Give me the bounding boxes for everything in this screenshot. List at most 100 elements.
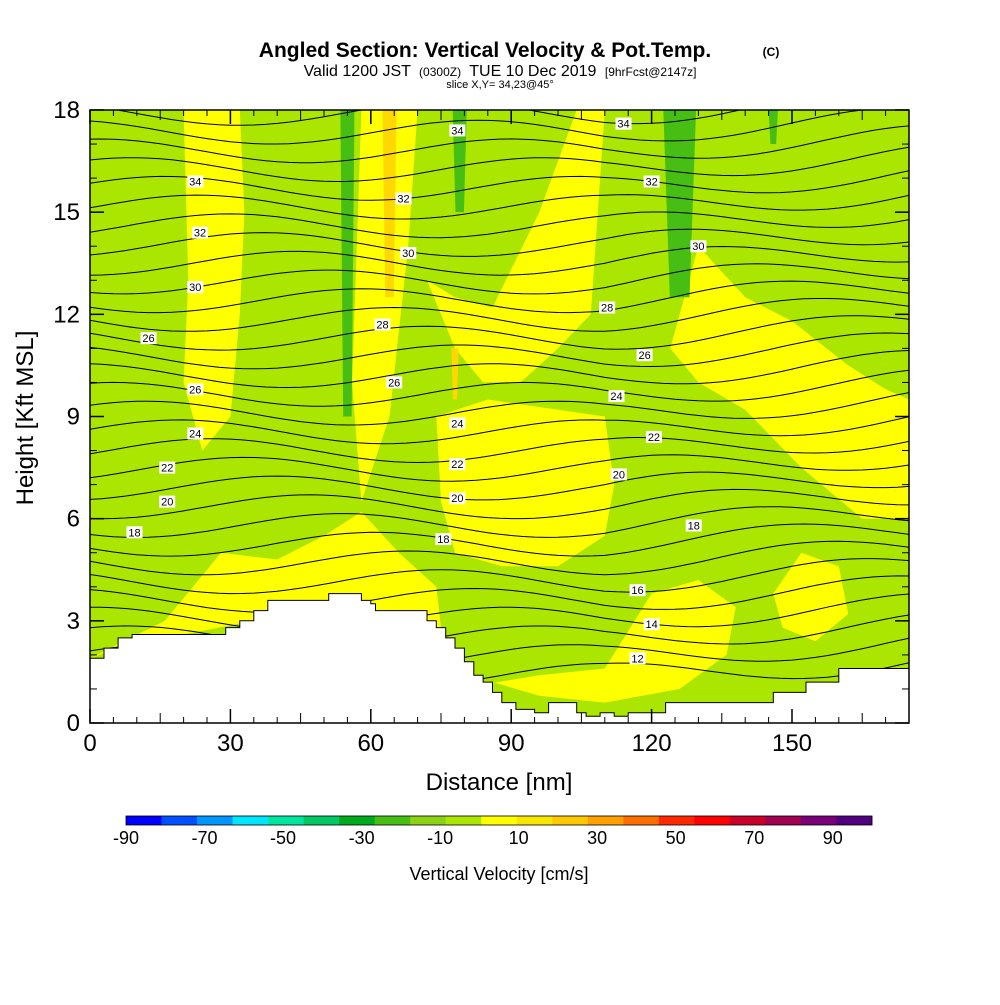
colorbar-tick-label: 30 (587, 828, 607, 848)
shade-region-positive (670, 246, 909, 519)
isotherm-label-bg (449, 124, 466, 137)
isotherm-label-bg (140, 332, 157, 345)
y-tick-label: 18 (53, 97, 80, 124)
isotherm-line (90, 593, 909, 632)
isotherm-line (90, 211, 909, 239)
isotherm-label: 34 (615, 117, 632, 131)
chart-subtitle: Valid 1200 JST (0300Z) TUE 10 Dec 2019 [… (304, 63, 697, 80)
isotherm-line (90, 523, 909, 557)
valid-prefix: Valid 1200 JST (304, 63, 412, 80)
isotherm-label-bg (645, 430, 662, 443)
isotherm-label-bg (159, 461, 176, 474)
isotherm-line (90, 170, 909, 201)
isotherm-label-bg (610, 468, 627, 481)
isotherm-label-text: 30 (402, 248, 414, 260)
isotherm-line (90, 350, 909, 389)
isotherm-label-text: 24 (189, 429, 201, 441)
colorbar: -90 -70 -50 -30 -10 10 30 50 70 90 (113, 815, 873, 848)
isotherm-label-text: 20 (161, 497, 173, 509)
colorbar-tick-label: -90 (113, 828, 139, 848)
isotherm-label: 30 (187, 281, 204, 294)
colorbar-label: Vertical Velocity [cm/s] (409, 864, 588, 884)
isotherm-label: 26 (140, 332, 157, 345)
colorbar-tick-label: -10 (427, 828, 453, 848)
isotherm-label-text: 34 (189, 177, 201, 189)
isotherm-label-bg (386, 376, 403, 389)
isotherm-label: 30 (690, 240, 707, 253)
colorbar-swatch (481, 816, 518, 825)
isotherm-line (114, 110, 743, 126)
isotherm-line (90, 416, 909, 445)
isotherm-label-text: 16 (631, 585, 643, 597)
colorbar-swatch (303, 816, 340, 825)
colorbar-swatch (836, 816, 873, 825)
isotherm-line (90, 392, 909, 426)
isotherm-label: 34 (187, 175, 204, 189)
isotherm-line (90, 540, 909, 576)
isotherm-label-bg (685, 519, 702, 532)
colorbar-swatch (126, 816, 162, 825)
isotherm-label-bg (191, 226, 208, 239)
isotherm-label-text: 34 (617, 119, 629, 131)
y-tick-label: 3 (67, 608, 80, 635)
colorbar-swatch (765, 816, 802, 825)
isotherm-label-bg (187, 175, 204, 188)
colorbar-swatch (552, 816, 589, 825)
isotherm-line (90, 194, 909, 220)
isotherm-label-bg (159, 495, 176, 508)
colorbar-tick-label: 90 (823, 828, 843, 848)
colorbar-swatch (445, 816, 482, 825)
isotherm-label-text: 22 (451, 459, 463, 471)
shade-region-positive (352, 110, 418, 502)
chart-title-unit: (C) (763, 45, 780, 59)
colorbar-swatch (658, 816, 695, 825)
isotherm-label: 32 (643, 175, 660, 189)
colorbar-swatch (694, 816, 731, 825)
terrain-mask (90, 593, 909, 723)
isotherm-label: 24 (187, 427, 204, 441)
y-tick-label: 0 (67, 710, 80, 737)
velocity-band (382, 110, 397, 298)
colorbar-swatch (587, 816, 624, 825)
isotherm-line (90, 146, 909, 183)
colorbar-swatch (410, 816, 447, 825)
isotherm-label-text: 20 (451, 493, 463, 505)
colorbar-swatch (197, 816, 233, 825)
isotherm-label: 18 (126, 526, 143, 539)
slice-info: slice X,Y= 34,23@45° (446, 79, 554, 91)
isotherm-label: 12 (629, 652, 646, 665)
x-tick-label: 150 (772, 730, 812, 757)
isotherm-line (90, 575, 909, 613)
isotherm-label: 30 (400, 247, 417, 260)
isotherm-label: 22 (159, 461, 176, 475)
isotherm-label-bg (449, 458, 466, 471)
colorbar-swatch (268, 816, 304, 825)
chart-title: Angled Section: Vertical Velocity & Pot.… (259, 39, 711, 62)
shade-region-positive (436, 399, 615, 567)
colorbar-frame (125, 815, 873, 826)
plot-area: 18 18 18 20 20 20 22 22 22 24 24 24 26 26 26 26 28 28 30 30… (90, 110, 909, 723)
isotherm-label-bg (629, 584, 646, 597)
isotherm-labels: 18 18 18 20 20 20 22 22 22 24 24 24 26 26 26 26 28 28 30 30… (126, 117, 707, 665)
colorbar-tick-label: 70 (744, 828, 764, 848)
x-axis-label: Distance [nm] (426, 769, 573, 796)
isotherm-label-bg (615, 117, 632, 130)
isotherm-label: 16 (629, 584, 646, 597)
shade-region-positive (455, 580, 736, 703)
isotherm-label-text: 12 (631, 653, 643, 665)
colorbar-tick-label: -50 (270, 828, 296, 848)
colorbar-swatch (800, 816, 837, 825)
isotherm-label-bg (629, 652, 646, 665)
isotherm-label: 24 (449, 417, 466, 430)
colorbar-swatch (161, 816, 198, 825)
y-tick-label: 12 (53, 301, 80, 328)
isotherm-label-text: 18 (437, 534, 449, 546)
isotherm-label: 22 (645, 430, 662, 444)
isotherm-label-text: 18 (128, 527, 140, 539)
x-tick-label: 120 (632, 730, 672, 757)
x-tick-label: 0 (83, 730, 96, 757)
colorbar-swatch (516, 816, 553, 825)
isotherm-label: 32 (191, 226, 208, 240)
